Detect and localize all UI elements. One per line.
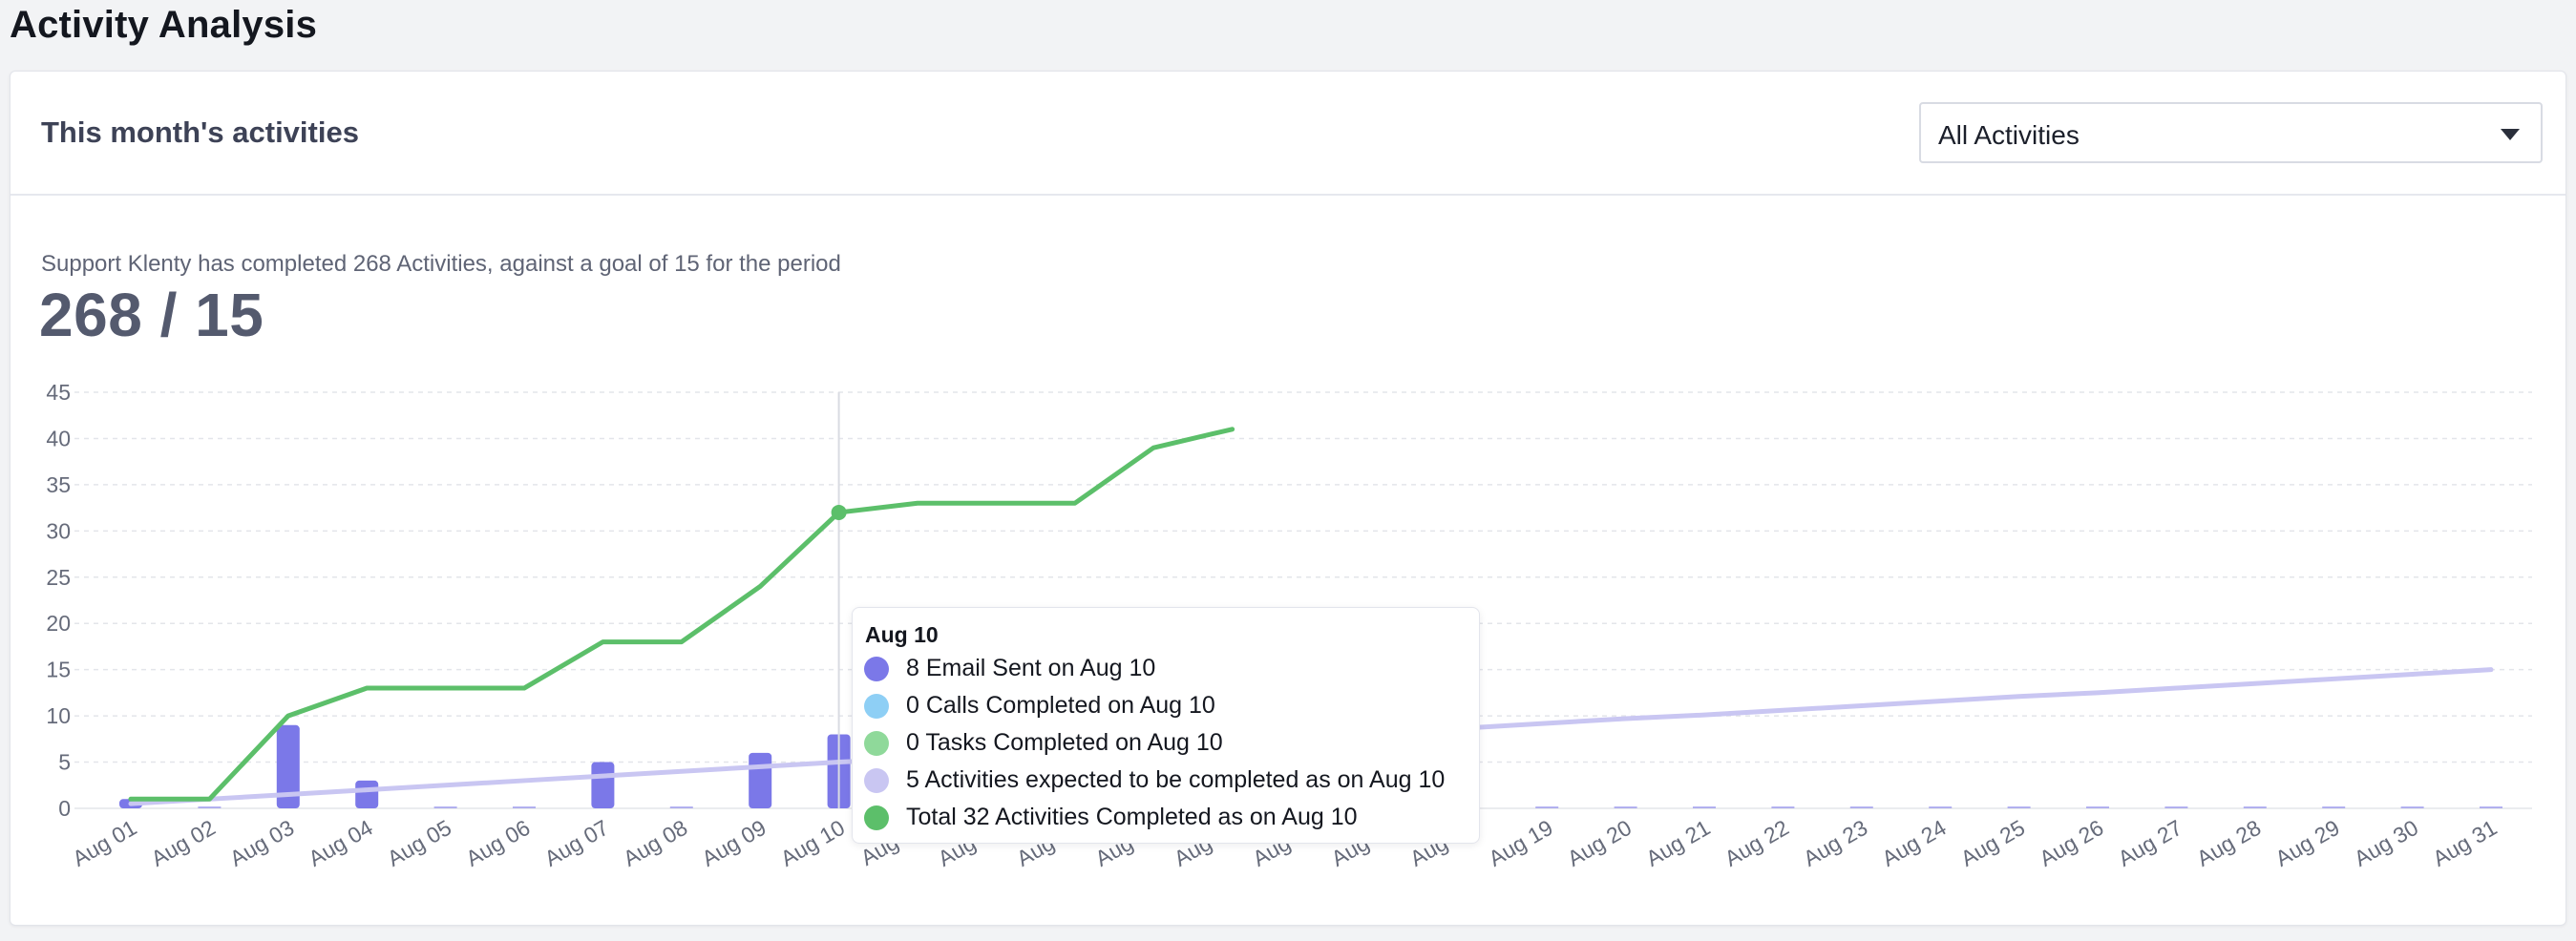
- email-legend-dot: [864, 656, 889, 681]
- email-bar[interactable]: [749, 752, 772, 808]
- calls-legend-dot: [864, 693, 889, 719]
- tooltip-expected-text: 5 Activities expected to be completed as…: [906, 766, 1446, 793]
- activity-card: This month's activities All Activities S…: [10, 71, 2566, 926]
- email-bar[interactable]: [2400, 806, 2424, 808]
- x-tick-label: Aug 27: [2114, 815, 2186, 871]
- y-tick-label: 25: [46, 565, 71, 590]
- email-bar[interactable]: [1929, 806, 1953, 808]
- x-tick-label: Aug 22: [1721, 815, 1793, 871]
- email-bar[interactable]: [669, 806, 693, 808]
- x-tick-label: Aug 20: [1563, 815, 1636, 871]
- y-tick-label: 20: [46, 611, 71, 636]
- caret-down-icon: [2501, 129, 2520, 140]
- email-bar[interactable]: [1771, 806, 1795, 808]
- hover-indicator: [831, 392, 847, 808]
- email-bar[interactable]: [198, 806, 222, 808]
- tooltip-row-expected: 5 Activities expected to be completed as…: [864, 762, 1467, 799]
- x-tick-label: Aug 23: [1799, 815, 1871, 871]
- x-tick-label: Aug 28: [2192, 815, 2265, 871]
- y-axis-ticks: 0 5 10 15 20 25 30 35 40 45: [46, 380, 71, 821]
- email-bar[interactable]: [2086, 806, 2109, 808]
- x-tick-label: Aug 21: [1641, 815, 1714, 871]
- chart-tooltip: Aug 10 8 Email Sent on Aug 10 0 Calls Co…: [852, 607, 1480, 844]
- x-tick-label: Aug 07: [540, 815, 613, 871]
- x-tick-label: Aug 04: [305, 815, 377, 871]
- x-tick-label: Aug 05: [383, 815, 455, 871]
- y-tick-label: 15: [46, 658, 71, 682]
- email-bar[interactable]: [2243, 806, 2267, 808]
- x-tick-label: Aug 03: [225, 815, 298, 871]
- x-tick-label: Aug 01: [68, 815, 140, 871]
- email-bar[interactable]: [513, 806, 536, 808]
- y-tick-label: 35: [46, 472, 71, 497]
- email-bar[interactable]: [276, 724, 300, 808]
- email-bar[interactable]: [433, 806, 457, 808]
- y-tick-label: 40: [46, 426, 71, 450]
- email-bar[interactable]: [2322, 806, 2346, 808]
- tooltip-tasks-text: 0 Tasks Completed on Aug 10: [906, 729, 1223, 756]
- card-title: This month's activities: [41, 115, 359, 149]
- y-tick-label: 0: [58, 796, 71, 821]
- y-tick-label: 10: [46, 703, 71, 728]
- x-tick-label: Aug 09: [698, 815, 771, 871]
- tooltip-emails-text: 8 Email Sent on Aug 10: [906, 655, 1156, 681]
- x-tick-label: Aug 25: [1956, 815, 2029, 871]
- x-tick-label: Aug 24: [1878, 815, 1951, 871]
- email-bar[interactable]: [1614, 806, 1637, 808]
- email-bar[interactable]: [1535, 806, 1559, 808]
- expected-legend-dot: [864, 767, 889, 793]
- total-line-group: [128, 427, 1235, 802]
- tooltip-row-emails: 8 Email Sent on Aug 10: [864, 650, 1467, 687]
- y-tick-label: 45: [46, 380, 71, 405]
- card-header: This month's activities All Activities: [11, 72, 2565, 196]
- x-tick-label: Aug 02: [147, 815, 220, 871]
- tasks-legend-dot: [864, 730, 889, 756]
- x-tick-label: Aug 08: [619, 815, 691, 871]
- email-bar[interactable]: [591, 762, 615, 808]
- email-bar[interactable]: [2164, 806, 2188, 808]
- tooltip-calls-text: 0 Calls Completed on Aug 10: [906, 692, 1215, 719]
- total-legend-dot: [864, 805, 889, 830]
- y-tick-label: 30: [46, 518, 71, 543]
- x-tick-label: Aug 19: [1485, 815, 1557, 871]
- x-tick-label: Aug 10: [776, 815, 849, 871]
- x-tick-label: Aug 29: [2271, 815, 2344, 871]
- x-tick-label: Aug 31: [2428, 815, 2501, 871]
- x-tick-label: Aug 06: [461, 815, 534, 871]
- hover-point: [831, 504, 847, 520]
- activity-filter-select[interactable]: All Activities: [1919, 102, 2543, 163]
- activity-filter-value: All Activities: [1938, 120, 2080, 150]
- email-bar[interactable]: [355, 780, 379, 808]
- page-title: Activity Analysis: [10, 4, 318, 46]
- completed-vs-goal: 268 / 15: [39, 281, 264, 349]
- tooltip-row-tasks: 0 Tasks Completed on Aug 10: [864, 724, 1467, 762]
- tooltip-title: Aug 10: [865, 622, 939, 647]
- summary-text: Support Klenty has completed 268 Activit…: [41, 251, 841, 277]
- x-tick-label: Aug 30: [2350, 815, 2422, 871]
- email-bar[interactable]: [2007, 806, 2031, 808]
- tooltip-row-calls: 0 Calls Completed on Aug 10: [864, 687, 1467, 724]
- email-bar[interactable]: [1849, 806, 1873, 808]
- x-tick-label: Aug 26: [2035, 815, 2107, 871]
- tooltip-total-text: Total 32 Activities Completed as on Aug …: [906, 804, 1358, 830]
- y-tick-label: 5: [58, 750, 71, 775]
- email-bar[interactable]: [2480, 806, 2502, 808]
- tooltip-row-total: Total 32 Activities Completed as on Aug …: [864, 799, 1467, 836]
- email-bar[interactable]: [1693, 806, 1716, 808]
- total-activities-line: [128, 427, 1235, 802]
